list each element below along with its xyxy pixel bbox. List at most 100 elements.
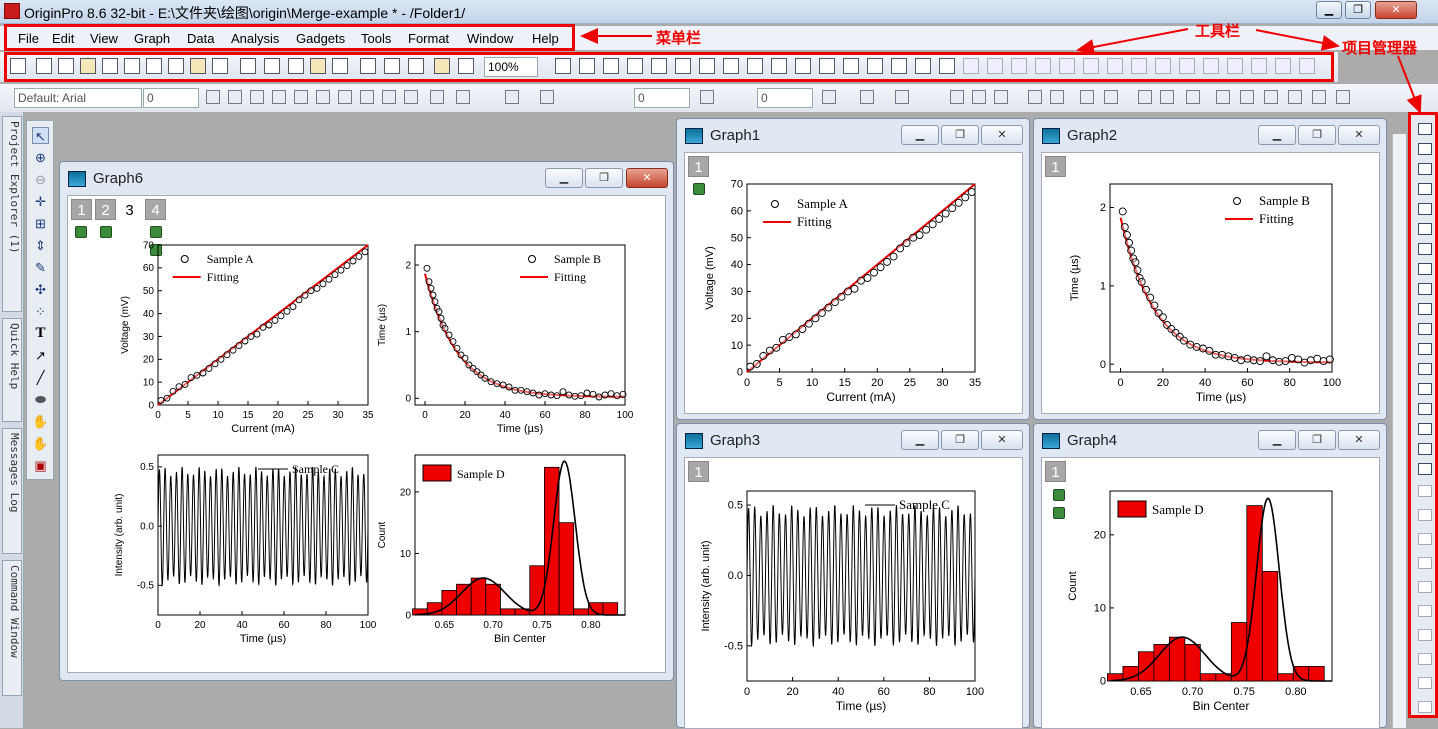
format-icon[interactable]: [822, 90, 836, 104]
graph3-minimize-button[interactable]: ▁: [901, 430, 939, 450]
format-icon[interactable]: [382, 90, 396, 104]
pm-icon[interactable]: [1418, 383, 1432, 395]
toolbar-icon[interactable]: [1083, 58, 1099, 74]
zoom-out-tool-icon[interactable]: ⊖: [35, 172, 46, 187]
line-tool-icon[interactable]: ╱: [36, 370, 45, 385]
graph4-close-button[interactable]: ✕: [1338, 430, 1380, 450]
pm-icon[interactable]: [1418, 485, 1432, 497]
toolbar-icon[interactable]: [264, 58, 280, 74]
graph1-close-button[interactable]: ✕: [981, 125, 1023, 145]
graph2-window[interactable]: Graph2 ▁ ❐ ✕ 1 0 20 40 60 80 100 0 1 2 Time (µs) T…: [1033, 118, 1387, 420]
menu-graph[interactable]: Graph: [134, 31, 171, 46]
menu-file[interactable]: File: [18, 31, 39, 46]
format-icon[interactable]: [228, 90, 242, 104]
format-icon[interactable]: [1080, 90, 1094, 104]
graph1-page[interactable]: 1 0 5 10 15 20 25 30 35 0 10 20 30 40 50 60 70 Current (…: [684, 152, 1023, 414]
format-icon[interactable]: [294, 90, 308, 104]
screen-reader-tool-icon[interactable]: ✛: [35, 194, 46, 209]
graph2-close-button[interactable]: ✕: [1338, 125, 1380, 145]
pm-icon[interactable]: [1418, 203, 1432, 215]
format-icon[interactable]: [404, 90, 418, 104]
lock-icon[interactable]: [100, 226, 112, 238]
toolbar-icon[interactable]: [795, 58, 811, 74]
graph1-restore-button[interactable]: ❐: [941, 125, 979, 145]
pm-icon[interactable]: [1418, 283, 1432, 295]
format-icon[interactable]: [895, 90, 909, 104]
lock-icon[interactable]: [1053, 507, 1065, 519]
format-icon[interactable]: [1336, 90, 1350, 104]
graph6-minimize-button[interactable]: ▁: [545, 168, 583, 188]
layer-tab-1[interactable]: 1: [1045, 461, 1066, 482]
lock-icon[interactable]: [693, 183, 705, 195]
toolbar-icon[interactable]: [124, 58, 140, 74]
menu-help[interactable]: Help: [532, 31, 559, 46]
pointer-tool-icon[interactable]: ↖: [32, 127, 49, 144]
layer-tab-4[interactable]: 4: [145, 199, 166, 220]
toolbar-icon[interactable]: [102, 58, 118, 74]
format-icon[interactable]: [860, 90, 874, 104]
graph1-window[interactable]: Graph1 ▁ ❐ ✕ 1 0 5 10 15 20 25 30 35 0 10 20 30 40 50…: [676, 118, 1030, 420]
toolbar-icon[interactable]: [1107, 58, 1123, 74]
menu-window[interactable]: Window: [467, 31, 514, 46]
format-icon[interactable]: [994, 90, 1008, 104]
graph3-page[interactable]: 1 0 20 40 60 80 100 -0.5 0.0 0.5 Time (µs) Intensi…: [684, 457, 1023, 729]
maximize-button[interactable]: ❐: [1345, 1, 1371, 19]
arrow-tool-icon[interactable]: ↗: [35, 348, 46, 363]
toolbar-icon[interactable]: [987, 58, 1003, 74]
zoom-in-tool-icon[interactable]: ⊕: [35, 150, 46, 165]
format-icon[interactable]: [505, 90, 519, 104]
format-icon[interactable]: [700, 90, 714, 104]
toolbar-icon[interactable]: [555, 58, 571, 74]
pm-icon[interactable]: [1418, 123, 1432, 135]
format-icon[interactable]: [1312, 90, 1326, 104]
format-icon[interactable]: [250, 90, 264, 104]
toolbar-icon[interactable]: [891, 58, 907, 74]
toolbar-icon[interactable]: [699, 58, 715, 74]
format-icon[interactable]: [456, 90, 470, 104]
pm-icon[interactable]: [1418, 183, 1432, 195]
pm-icon[interactable]: [1418, 463, 1432, 475]
menu-data[interactable]: Data: [187, 31, 215, 46]
format-icon[interactable]: [950, 90, 964, 104]
format-icon[interactable]: [1240, 90, 1254, 104]
toolbar-icon[interactable]: [603, 58, 619, 74]
pm-icon[interactable]: [1418, 223, 1432, 235]
vba-tool-icon[interactable]: ▣: [34, 458, 47, 473]
toolbar-icon[interactable]: [190, 58, 206, 74]
toolbar-icon[interactable]: [1227, 58, 1243, 74]
toolbar-icon[interactable]: [384, 58, 400, 74]
toolbar-icon[interactable]: [146, 58, 162, 74]
toolbar-icon[interactable]: [458, 58, 474, 74]
tab-messages-log[interactable]: Messages Log: [2, 428, 22, 554]
toolbar-icon[interactable]: [747, 58, 763, 74]
tab-command-window[interactable]: Command Window: [2, 560, 22, 696]
format-icon[interactable]: [1264, 90, 1278, 104]
toolbar-icon[interactable]: [10, 58, 26, 74]
font-select[interactable]: Default: Arial: [14, 88, 142, 108]
format-icon[interactable]: [1216, 90, 1230, 104]
scatter-tool-icon[interactable]: ⁘: [35, 304, 46, 319]
lock-icon[interactable]: [150, 244, 162, 256]
toolbar-icon[interactable]: [651, 58, 667, 74]
toolbar-icon[interactable]: [939, 58, 955, 74]
menu-view[interactable]: View: [90, 31, 118, 46]
toolbar-icon[interactable]: [723, 58, 739, 74]
layer-tab-1[interactable]: 1: [71, 199, 92, 220]
pm-icon[interactable]: [1418, 403, 1432, 415]
toolbar-icon[interactable]: [1203, 58, 1219, 74]
toolbar-icon[interactable]: [1011, 58, 1027, 74]
pm-icon[interactable]: [1418, 557, 1432, 569]
pm-icon[interactable]: [1418, 243, 1432, 255]
graph3-restore-button[interactable]: ❐: [941, 430, 979, 450]
pm-icon[interactable]: [1418, 163, 1432, 175]
graph3-close-button[interactable]: ✕: [981, 430, 1023, 450]
format-icon[interactable]: [1186, 90, 1200, 104]
layer-tab-3[interactable]: 3: [119, 199, 140, 220]
pm-icon[interactable]: [1418, 303, 1432, 315]
toolbar-icon[interactable]: [58, 58, 74, 74]
menu-analysis[interactable]: Analysis: [231, 31, 280, 46]
layer-tab-1[interactable]: 1: [688, 156, 709, 177]
ellipse-tool-icon[interactable]: ⬬: [34, 392, 47, 407]
pm-icon[interactable]: [1418, 581, 1432, 593]
toolbar-icon[interactable]: [1131, 58, 1147, 74]
